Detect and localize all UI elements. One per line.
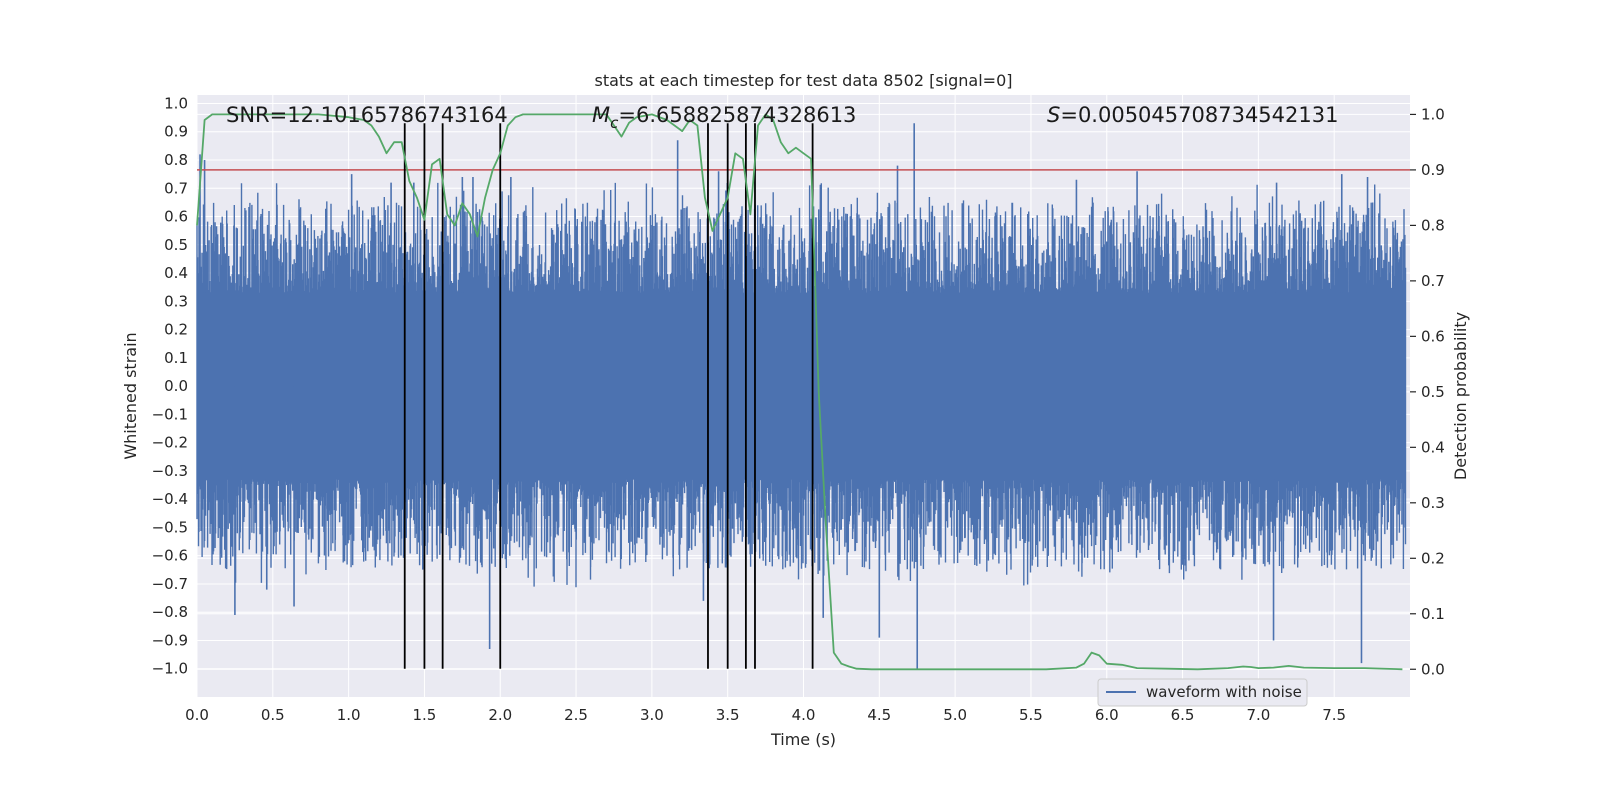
y-left-tick-label: −0.8 bbox=[152, 603, 188, 621]
y-left-tick-label: 0.9 bbox=[164, 123, 188, 141]
mc-symbol: M bbox=[592, 103, 610, 127]
y-right-tick-label: 0.4 bbox=[1421, 438, 1445, 456]
probability-series bbox=[196, 113, 1403, 671]
y-right-tick-label: 0.3 bbox=[1421, 494, 1445, 512]
s-symbol: S bbox=[1047, 103, 1060, 127]
y-left-tick-label: 0.6 bbox=[164, 208, 188, 226]
y-left-tick-label: −0.5 bbox=[152, 518, 188, 536]
y-left-tick-label: 0.0 bbox=[164, 377, 188, 395]
x-tick-label: 0.5 bbox=[261, 706, 285, 724]
legend-box bbox=[1097, 678, 1308, 707]
y-left-tick-label: 0.5 bbox=[164, 236, 188, 254]
x-tick-label: 5.5 bbox=[1019, 706, 1043, 724]
y-left-tick-label: −0.6 bbox=[152, 547, 188, 565]
y-left-tick-label: 0.8 bbox=[164, 151, 188, 169]
y-right-tick-label: 0.1 bbox=[1421, 605, 1445, 623]
y-right-tick-label: 0.5 bbox=[1421, 383, 1445, 401]
probability-line bbox=[196, 113, 1403, 671]
y-left-tick-label: 0.3 bbox=[164, 292, 188, 310]
x-tick-label: 5.0 bbox=[943, 706, 967, 724]
y-left-tick-label: −1.0 bbox=[152, 660, 188, 678]
y-right-tick-label: 0.7 bbox=[1421, 272, 1445, 290]
x-tick-label: 0.0 bbox=[185, 706, 209, 724]
x-tick-label: 3.5 bbox=[716, 706, 740, 724]
y-left-tick-label: −0.3 bbox=[152, 462, 188, 480]
waveform-series bbox=[196, 123, 1407, 669]
s-value: =0.005045708734542131 bbox=[1060, 103, 1338, 127]
x-tick-label: 2.5 bbox=[564, 706, 588, 724]
y-left-tick-label: −0.2 bbox=[152, 434, 188, 452]
y-axis-right-label: Detection probability bbox=[1451, 312, 1470, 480]
x-tick-label: 7.0 bbox=[1246, 706, 1270, 724]
legend-label: waveform with noise bbox=[1146, 683, 1302, 701]
y-left-tick-label: −0.9 bbox=[152, 631, 188, 649]
y-left-tick-label: −0.4 bbox=[152, 490, 188, 508]
y-left-tick-label: −0.7 bbox=[152, 575, 188, 593]
y-left-tick-label: 0.7 bbox=[164, 179, 188, 197]
x-tick-label: 1.5 bbox=[413, 706, 437, 724]
x-tick-label: 4.5 bbox=[867, 706, 891, 724]
x-tick-label: 1.0 bbox=[337, 706, 361, 724]
chirp-mass-annotation: Mc=6.658825874328613 bbox=[592, 103, 856, 132]
y-right-tick-label: 0.0 bbox=[1421, 660, 1445, 678]
y-axis-left-label: Whitened strain bbox=[121, 332, 140, 459]
x-tick-label: 6.5 bbox=[1171, 706, 1195, 724]
x-tick-label: 7.5 bbox=[1322, 706, 1346, 724]
y-right-tick-label: 0.2 bbox=[1421, 549, 1445, 567]
legend: waveform with noise bbox=[1097, 678, 1308, 707]
s-annotation: S=0.005045708734542131 bbox=[1047, 103, 1338, 127]
chart-title: stats at each timestep for test data 850… bbox=[594, 71, 1012, 90]
x-axis-label: Time (s) bbox=[770, 730, 836, 749]
y-left-tick-label: 1.0 bbox=[164, 94, 188, 112]
y-right-tick-label: 0.8 bbox=[1421, 216, 1445, 234]
y-left-tick-label: −0.1 bbox=[152, 405, 188, 423]
snr-annotation: SNR=12.10165786743164 bbox=[226, 103, 508, 127]
x-tick-label: 2.0 bbox=[488, 706, 512, 724]
x-tick-label: 4.0 bbox=[792, 706, 816, 724]
x-tick-label: 6.0 bbox=[1095, 706, 1119, 724]
waveform-core-band bbox=[197, 292, 1406, 480]
y-right-tick-label: 0.9 bbox=[1421, 161, 1445, 179]
y-right-tick-label: 0.6 bbox=[1421, 327, 1445, 345]
y-left-tick-label: 0.1 bbox=[164, 349, 188, 367]
mc-value: =6.658825874328613 bbox=[618, 103, 856, 127]
y-right-tick-label: 1.0 bbox=[1421, 105, 1445, 123]
tick-labels: 0.0 0.5 1.0 1.5 2.0 2.5 3.0 3.5 4.0 4.5 5.0 5.5 6.0 6… bbox=[152, 94, 1445, 724]
x-tick-label: 3.0 bbox=[640, 706, 664, 724]
y-left-tick-label: 0.4 bbox=[164, 264, 188, 282]
y-left-tick-label: 0.2 bbox=[164, 321, 188, 339]
mc-subscript: c bbox=[610, 114, 619, 132]
